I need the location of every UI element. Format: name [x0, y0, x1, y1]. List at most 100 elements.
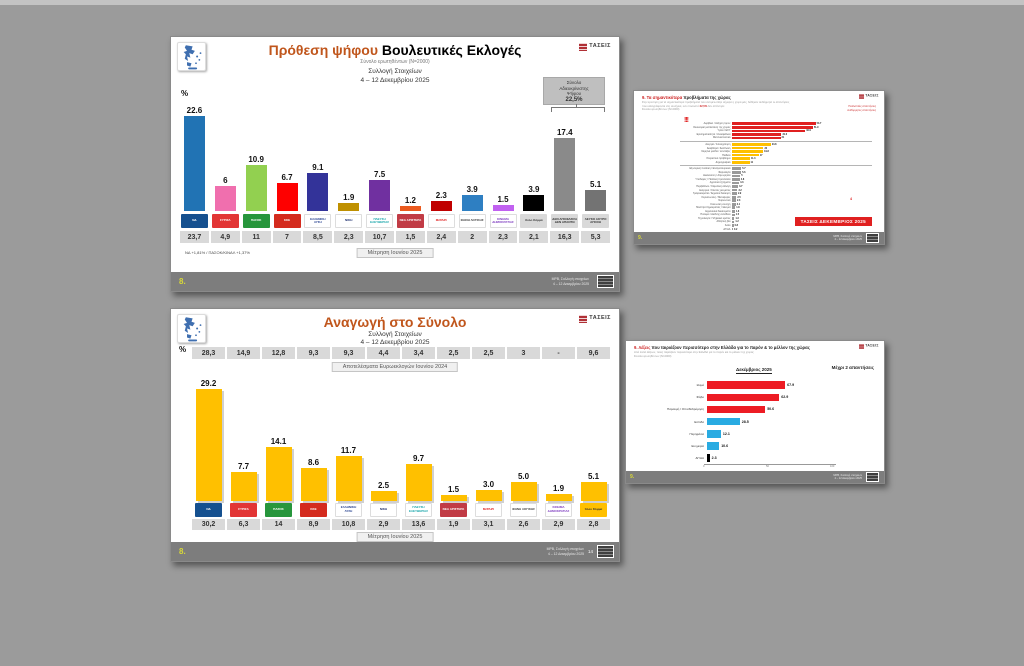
bar — [732, 153, 759, 157]
slide1-collection: Συλλογή Στοιχείων — [368, 67, 422, 75]
euro2024-label: Αποτελέσματα Ευρωεκλογών Ιουνίου 2024 — [331, 362, 459, 372]
slide-problems[interactable]: ΤΑΣΕΙΣ 9. Τα σημαντικότερα προβλήματα τη… — [633, 90, 885, 245]
problem-label: Χαμηλοί μισθοί / συντάξεις — [701, 150, 731, 154]
bar-value-label: 51.9 — [813, 125, 819, 129]
previous-value-cell: 8,5 — [303, 231, 333, 243]
word-label: Παρακμή / Οπισθοδρόμηση — [667, 407, 704, 412]
bar — [707, 381, 786, 389]
bar — [585, 189, 607, 211]
bar — [732, 143, 771, 146]
party-logo-cell: ΝΙΚΗ — [366, 502, 401, 517]
bar-value-label: 11.3 — [750, 157, 756, 161]
group-separator — [680, 140, 872, 142]
previous-value-cell: 3,1 — [472, 519, 505, 530]
word-label: Ελπίδα — [694, 419, 704, 424]
euro2024-value-cell: 12,8 — [262, 347, 295, 359]
party-column: 10.9 — [241, 155, 272, 211]
bar-value-label: 11 — [750, 160, 754, 164]
bar-value-label: 46.9 — [806, 129, 811, 133]
problem-label: Οικονομική κατάσταση της χώρας — [693, 125, 731, 129]
bar-value-label: 3.7 — [739, 185, 743, 189]
bar — [300, 468, 327, 501]
bar-value-label: 53.7 — [816, 122, 822, 126]
party-column: 2.3 — [426, 191, 457, 211]
party-logo-cell: ΚΚΕ — [296, 502, 331, 517]
slide3-dates: 4 – 12 Δεκεμβρίου 2025 — [360, 338, 430, 346]
party-column: 3.9 — [457, 185, 488, 211]
bar — [732, 181, 740, 185]
problem-row: Οικονομική κατάσταση της χώρας 51.9 — [640, 126, 878, 130]
slide2-title: 9. Τα σημαντικότερα προβλήματα της χώρας — [642, 95, 731, 100]
euro2024-value-cell: 3,4 — [402, 347, 435, 359]
undecided-total-value: 22,5% — [565, 96, 583, 103]
bar — [707, 393, 780, 402]
bar — [732, 160, 750, 164]
previous-value-cell: 2,9 — [367, 519, 400, 530]
window-top-strip — [0, 0, 1024, 5]
x-axis-tick: 100 — [830, 465, 835, 468]
bar-value-label: 1.9 — [552, 483, 565, 493]
bar-value-label: 17 — [759, 153, 763, 157]
previous-value-cell: 2 — [457, 231, 487, 243]
party-logo: ΚΚΕ — [300, 502, 327, 517]
previous-value-cell: 13,6 — [402, 519, 435, 530]
party-column: 1.2 — [395, 196, 426, 211]
bar-value-label: 3.9 — [528, 184, 540, 194]
problem-row: Υγεία / ΕΣΥ 46.9 — [640, 129, 878, 133]
slide1-sample: Σύνολο ερωτηθέντων (Ν=2000) — [360, 59, 430, 66]
party-column: 3.0 — [471, 480, 506, 501]
bar — [732, 185, 739, 188]
bar-value-label: 6 — [223, 175, 228, 185]
bracket-connector — [576, 104, 577, 107]
party-column: 11.7 — [331, 446, 366, 501]
previous-value-cell: 2,6 — [507, 519, 540, 530]
party-logo: Άλλο Κόμμα — [580, 502, 607, 517]
bar — [732, 133, 782, 136]
bar — [732, 188, 738, 192]
euro2024-values-row: 28,3 14,9 12,8 9,3 9,3 4,4 3,4 2,5 2,5 3-9,6 — [191, 347, 611, 359]
party-logo-cell: ΠΛΕΥΣΗ ΕΛΕΥΘΕΡΙΑΣ — [401, 502, 436, 517]
bar-value-label: 2.3 — [737, 199, 741, 203]
party-logo-cell: ΚΚΕ — [272, 213, 303, 229]
previous-value-cell: 10,7 — [365, 231, 395, 243]
party-logo: ΠΑΣΟΚ — [242, 214, 270, 228]
bar — [732, 206, 736, 210]
problem-label: Περιβάλλον / Κλιματική αλλαγή — [696, 185, 731, 189]
taseis-logo: ΤΑΣΕΙΣ — [859, 94, 879, 99]
group-separator — [680, 165, 872, 167]
problem-label: Αθλητική βία — [716, 220, 731, 224]
slide-projection[interactable]: ΤΑΣΕΙΣ Αναγωγή στο Σύνολο Συλλογή Στοιχε… — [170, 308, 620, 562]
taseis-logo-icon — [859, 94, 865, 99]
word-row: Φόβο 62.9 — [634, 391, 876, 403]
bar — [732, 150, 764, 153]
party-column: 9.1 — [302, 163, 333, 211]
bar — [732, 227, 734, 231]
word-row: Ευημερία 10.6 — [634, 440, 876, 452]
bar-value-label: 8.6 — [307, 458, 320, 468]
party-column: 5.1 — [576, 472, 611, 501]
change-footnote: ΝΔ +1,81% / ΠΑΣΟΚ/ΚΙΝΑΛ +1,37% — [185, 250, 250, 255]
slide-vote-intention[interactable]: ΤΑΣΕΙΣ Πρόθεση ψήφου Βουλευτικές Εκλογές… — [170, 36, 620, 292]
bar-value-label: 9.1 — [312, 162, 324, 172]
party-column: 6.7 — [272, 173, 303, 211]
party-column: 14.1 — [261, 437, 296, 501]
taseis-logo-text: ΤΑΣΕΙΣ — [589, 43, 611, 49]
problem-row: Ποιότητα δημοκρατίας / Θεσμοί 1.8 — [640, 206, 878, 210]
column-header: Δεκέμβριος 2025 — [736, 367, 772, 374]
bar-value-label: 28.5 — [741, 419, 749, 424]
party-column: 9.7 — [401, 454, 436, 501]
party-logo: ΝΔ — [180, 214, 208, 228]
problem-row: Γραφειοκρατία / Δημόσια διοίκηση 2.9 — [640, 192, 878, 196]
previous-value-cell: 8,9 — [297, 519, 330, 530]
bar-value-label: 31 — [781, 136, 785, 140]
problem-label: Κοινωνική συνοχή — [710, 202, 731, 206]
slide2-footer: 9. ΜΡΒ, Συλλογή στοιχείων 4 – 12 Δεκεμβρ… — [634, 232, 884, 244]
bar-value-label: 10.9 — [248, 155, 264, 165]
problem-label: Διαφθορά / Διαπλοκή — [706, 146, 731, 150]
problem-row: Στεγαστικό πρόβλημα 11.3 — [640, 157, 878, 161]
x-axis-tick: 50 — [766, 465, 769, 468]
party-logo: ΜέΡΑ25 — [427, 214, 455, 228]
taseis-logo: ΤΑΣΕΙΣ — [579, 43, 611, 51]
previous-value-cell: 2,9 — [542, 519, 575, 530]
slide-words[interactable]: ΤΑΣΕΙΣ 9. Λέξεις που ταιριάζουν περισσότ… — [625, 340, 885, 484]
